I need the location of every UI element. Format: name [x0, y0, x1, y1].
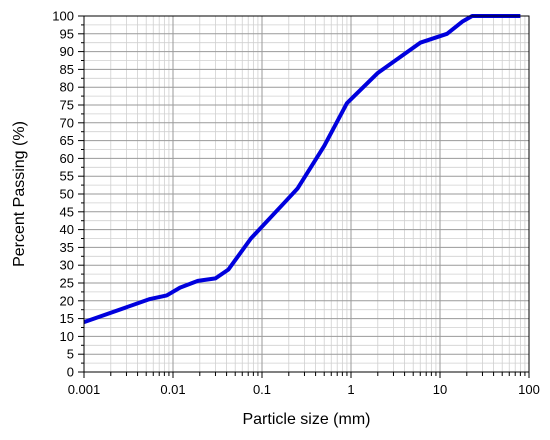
y-tick-label: 0	[67, 365, 74, 380]
y-tick-label: 10	[60, 329, 74, 344]
y-tick-label: 70	[60, 115, 74, 130]
x-tick-label: 0.01	[160, 382, 185, 397]
y-tick-label: 75	[60, 98, 74, 113]
major-gridlines	[83, 15, 530, 373]
y-tick-label: 50	[60, 187, 74, 202]
series-line	[83, 14, 521, 325]
x-tick-label: 10	[433, 382, 447, 397]
y-tick-label: 60	[60, 151, 74, 166]
x-axis-title: Particle size (mm)	[242, 411, 370, 428]
y-axis-title: Percent Passing (%)	[11, 121, 28, 267]
y-tick-label: 85	[60, 62, 74, 77]
y-tick-label: 45	[60, 204, 74, 219]
x-tick-label: 0.001	[68, 382, 101, 397]
y-tick-label: 55	[60, 169, 74, 184]
x-tick-label: 100	[518, 382, 540, 397]
x-tick-labels: 0.001 0.01 0.1 1 10 100	[68, 382, 540, 397]
y-tick-label: 40	[60, 222, 74, 237]
y-tick-labels: 0 5 10 15 20 25 30 35 40 45 50 55 60 65 70 75 80 85 90 95 10…	[52, 9, 74, 380]
y-tick-label: 30	[60, 258, 74, 273]
x-tick-label: 0.1	[253, 382, 271, 397]
series-layer	[83, 14, 521, 325]
y-tick-label: 20	[60, 293, 74, 308]
y-tick-label: 35	[60, 240, 74, 255]
y-tick-label: 100	[52, 9, 74, 24]
y-tick-label: 15	[60, 311, 74, 326]
y-tick-label: 65	[60, 133, 74, 148]
y-tick-label: 90	[60, 44, 74, 59]
y-tick-label: 80	[60, 80, 74, 95]
axis-ticks	[78, 15, 530, 378]
y-tick-label: 5	[67, 347, 74, 362]
x-tick-label: 1	[347, 382, 354, 397]
y-tick-label: 95	[60, 26, 74, 41]
y-tick-label: 25	[60, 276, 74, 291]
